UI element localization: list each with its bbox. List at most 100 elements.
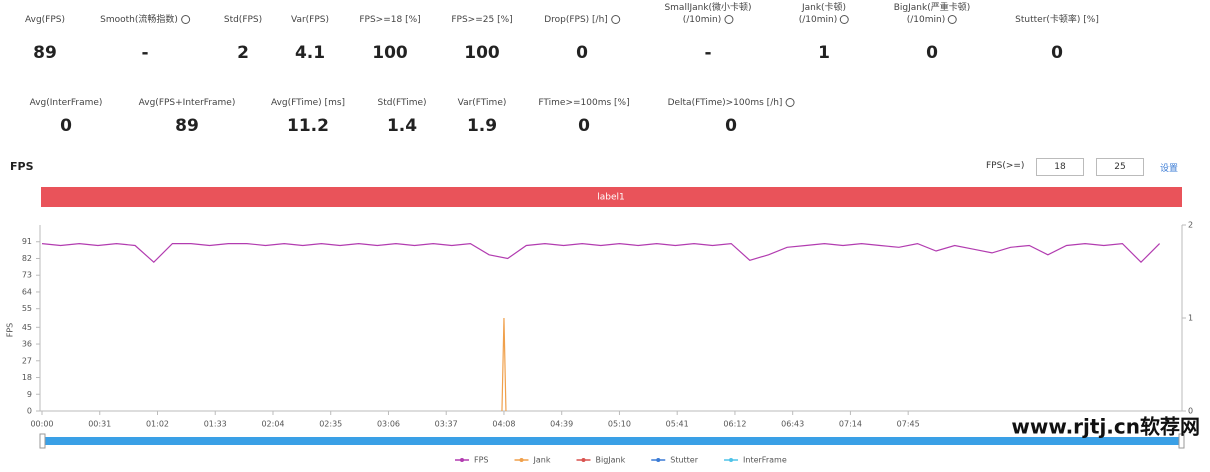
metric-label: Stutter(卡顿率) [%] — [1015, 14, 1099, 26]
metric-label-text: Avg(FPS+InterFrame) — [138, 98, 236, 108]
metric-label-text: Var(FTime) — [457, 98, 507, 108]
metric-label-text: Avg(FTime) [ms] — [270, 98, 346, 108]
legend-label[interactable]: BigJank — [595, 456, 625, 465]
metric-label-text: FPS>=25 [%] — [451, 15, 513, 25]
y2-tick-label: 2 — [1188, 221, 1193, 230]
y-tick-label: 82 — [22, 254, 32, 263]
x-tick-label: 05:41 — [666, 420, 689, 429]
set-button[interactable]: 设置 — [1160, 164, 1179, 174]
y2-tick-label: 0 — [1188, 407, 1193, 416]
metric-label: Drop(FPS) [/h] — [544, 14, 620, 26]
x-tick-label: 00:31 — [88, 420, 111, 429]
legend-label[interactable]: Jank — [533, 456, 551, 465]
y-axis-label: FPS — [6, 323, 15, 338]
metric-label-text: Avg(FPS) — [24, 15, 66, 25]
band-label: label1 — [597, 193, 625, 203]
metric-value: 89 — [33, 43, 57, 63]
metric-label-text: FTime>=100ms [%] — [538, 98, 630, 108]
legend-label[interactable]: Stutter — [670, 456, 698, 465]
metric-value: 0 — [725, 116, 737, 136]
metric-label-text: Avg(InterFrame) — [29, 98, 103, 108]
metric-label-text: Stutter(卡顿率) [%] — [1015, 15, 1099, 25]
y-tick-label: 36 — [22, 340, 32, 349]
y-tick-label: 27 — [22, 356, 32, 365]
threshold-input[interactable]: 18 — [1036, 158, 1084, 176]
metric-label-text: Std(FTime) — [377, 98, 427, 108]
y-tick-label: 0 — [27, 407, 32, 416]
metric-value: 11.2 — [287, 116, 329, 136]
legend-marker — [460, 458, 464, 462]
series-line — [41, 242, 1161, 264]
y2-tick-label: 1 — [1188, 314, 1193, 323]
metric-value: 89 — [175, 116, 199, 136]
range-slider[interactable] — [42, 437, 1182, 445]
y-tick-label: 64 — [22, 287, 32, 296]
metric-label: Smooth(流畅指数) — [100, 14, 190, 26]
metric-value: 0 — [926, 43, 938, 63]
x-tick-label: 02:04 — [261, 420, 284, 429]
x-tick-label: 05:10 — [608, 420, 631, 429]
watermark: www.rjtj.cn软荐网 — [1011, 415, 1200, 439]
x-tick-label: 06:12 — [723, 420, 746, 429]
metric-label: Avg(FPS) — [25, 14, 65, 26]
x-tick-label: 06:43 — [781, 420, 804, 429]
metric-label: Var(FPS) — [291, 14, 329, 26]
x-tick-label: 03:37 — [435, 420, 458, 429]
metric-value: - — [704, 43, 712, 63]
x-tick-label: 04:08 — [492, 420, 515, 429]
metric-label-text: FPS>=18 [%] — [359, 15, 421, 25]
threshold-input[interactable]: 25 — [1096, 158, 1144, 176]
x-tick-label: 02:35 — [319, 420, 342, 429]
legend-marker — [656, 458, 661, 462]
info-icon[interactable] — [180, 15, 190, 24]
info-icon[interactable] — [785, 98, 795, 107]
metric-value: 0 — [578, 116, 590, 136]
metric-label: Avg(InterFrame) — [30, 97, 103, 109]
metric-label: Std(FTime) — [377, 97, 426, 109]
jank-spike — [501, 317, 507, 412]
metric-label-text: Std(FPS) — [223, 15, 263, 25]
metric-value: 0 — [576, 43, 588, 63]
info-icon[interactable] — [948, 15, 958, 24]
slider-handle[interactable] — [39, 433, 46, 449]
metric-label: Var(FTime) — [458, 97, 507, 109]
info-icon[interactable] — [610, 15, 620, 24]
metric-value: 1.4 — [386, 116, 418, 136]
x-tick-label: 01:02 — [146, 420, 169, 429]
metric-label: FTime>=100ms [%] — [538, 97, 629, 109]
metric-value: - — [141, 43, 149, 63]
x-tick-label: 03:06 — [377, 420, 400, 429]
y-tick-label: 18 — [22, 373, 32, 382]
legend-label[interactable]: InterFrame — [743, 456, 787, 465]
metric-value: 0 — [60, 116, 72, 136]
metric-value: 100 — [464, 43, 500, 63]
x-tick-label: 07:45 — [897, 420, 920, 429]
metric-label: BigJank(严重卡顿) (/10min) — [894, 2, 971, 26]
slider-handle[interactable] — [1178, 433, 1185, 449]
metric-value: 100 — [372, 43, 408, 63]
metric-value: 4.1 — [294, 43, 326, 63]
metric-label-text: Var(FPS) — [290, 15, 330, 25]
x-tick-label: 07:14 — [839, 420, 862, 429]
metric-label-text: Delta(FTime)>100ms [/h] — [667, 98, 783, 108]
x-tick-label: 00:00 — [30, 420, 53, 429]
metric-label: Avg(FTime) [ms] — [271, 97, 345, 109]
metric-label-text: Drop(FPS) [/h] — [544, 15, 608, 25]
legend-marker — [519, 458, 524, 462]
info-icon[interactable] — [840, 15, 850, 24]
metric-label-text: Smooth(流畅指数) — [100, 15, 178, 25]
info-icon[interactable] — [724, 15, 734, 24]
legend-label[interactable]: FPS — [474, 456, 489, 465]
legend-marker — [581, 458, 586, 462]
threshold-label: FPS(>=) — [986, 161, 1025, 171]
metric-label: FPS>=25 [%] — [451, 14, 512, 26]
x-tick-label: 04:39 — [550, 420, 573, 429]
metric-label-text: SmallJank(微小卡顿) (/10min) — [664, 3, 752, 25]
metric-value: 0 — [1051, 43, 1063, 63]
metric-label: SmallJank(微小卡顿) (/10min) — [664, 2, 751, 26]
legend-marker — [729, 458, 734, 462]
label-band — [41, 187, 1182, 207]
metric-label-text: Jank(卡顿) (/10min) — [798, 3, 847, 25]
